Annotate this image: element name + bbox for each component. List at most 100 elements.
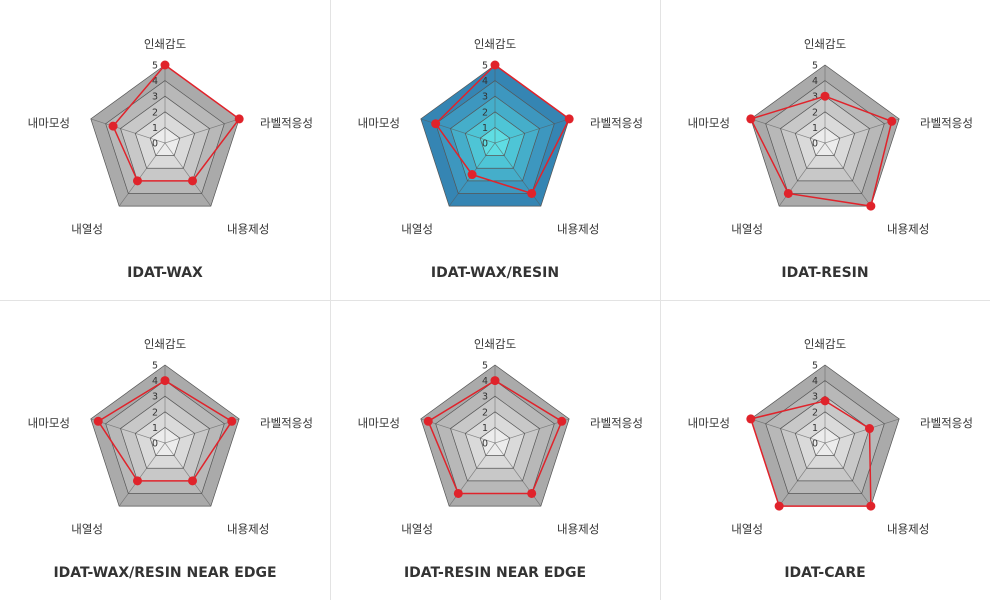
axis-label: 내열성	[401, 522, 433, 536]
axis-label: 인쇄감도	[474, 37, 516, 51]
data-point	[527, 488, 537, 498]
tick-label: 0	[812, 439, 818, 450]
tick-label: 5	[482, 61, 488, 72]
axis-label: 라벨적응성	[920, 416, 973, 430]
data-point	[527, 188, 537, 198]
tick-label: 2	[152, 107, 158, 118]
axis-label: 인쇄감도	[804, 37, 846, 51]
axis-label: 내열성	[71, 522, 103, 536]
axis-label: 인쇄감도	[804, 337, 846, 351]
grid-spoke	[164, 418, 240, 444]
axis-label: 내마모성	[28, 116, 70, 130]
tick-label: 4	[152, 76, 158, 87]
tick-label: 5	[152, 61, 158, 72]
tick-label: 4	[482, 376, 488, 387]
tick-label: 1	[482, 123, 488, 134]
axis-label: 내용제성	[557, 222, 599, 236]
data-point	[564, 114, 574, 124]
data-point	[423, 416, 433, 426]
tick-label: 5	[152, 361, 158, 372]
grid-spoke	[90, 418, 166, 444]
data-point	[467, 170, 477, 180]
data-point	[774, 501, 784, 511]
data-point	[866, 501, 876, 511]
tick-label: 3	[812, 392, 818, 403]
data-point	[160, 376, 170, 386]
data-point	[887, 116, 897, 126]
grid-spoke	[164, 142, 212, 207]
chart-title: IDAT-RESIN NEAR EDGE	[403, 565, 587, 581]
data-point	[160, 60, 170, 70]
data-point	[188, 176, 198, 186]
grid-spoke	[164, 442, 212, 507]
chart-title: IDAT-WAX	[127, 265, 203, 281]
row-separator	[0, 300, 990, 301]
axis-label: 라벨적응성	[260, 416, 313, 430]
tick-label: 2	[482, 107, 488, 118]
data-point	[557, 416, 567, 426]
axis-label: 내마모성	[688, 416, 730, 430]
radar-chart-cell: 0 1 2 3 4 5 인쇄감도 라벨적응성 내용제성 내열성 내마모성 IDAT-WAX	[0, 0, 330, 300]
tick-label: 1	[152, 423, 158, 434]
data-point	[490, 60, 500, 70]
data-point	[746, 114, 756, 124]
series-line	[434, 64, 571, 195]
grid-spoke	[824, 142, 872, 207]
data-point	[132, 176, 142, 186]
data-point	[783, 188, 793, 198]
grid-spoke	[824, 418, 900, 444]
radar-chart-cell: 0 1 2 3 4 5 인쇄감도 라벨적응성 내용제성 내열성 내마모성 IDAT-CARE	[660, 300, 990, 600]
data-point	[108, 121, 118, 131]
grid-spoke	[750, 418, 826, 444]
axis-label: 인쇄감도	[144, 337, 186, 351]
data-point	[490, 376, 500, 386]
series-line	[97, 379, 233, 482]
tick-label: 5	[482, 361, 488, 372]
tick-label: 3	[812, 92, 818, 103]
axis-label: 내용제성	[557, 522, 599, 536]
grid-spoke	[164, 118, 240, 144]
series-line	[427, 379, 563, 495]
radar-chart-cell: 0 1 2 3 4 5 인쇄감도 라벨적응성 내용제성 내열성 내마모성 IDAT-WAX/RESIN…	[0, 300, 330, 600]
grid-spoke	[824, 118, 900, 144]
data-point	[431, 119, 441, 129]
tick-label: 3	[152, 92, 158, 103]
axis-label: 라벨적응성	[260, 116, 313, 130]
data-point	[227, 416, 237, 426]
grid-spoke	[420, 418, 496, 444]
axis-label: 라벨적응성	[590, 416, 643, 430]
axis-label: 내용제성	[227, 522, 269, 536]
tick-label: 4	[152, 376, 158, 387]
tick-label: 3	[152, 392, 158, 403]
data-point	[188, 476, 198, 486]
tick-label: 4	[812, 376, 818, 387]
tick-label: 1	[482, 423, 488, 434]
axis-label: 내열성	[401, 222, 433, 236]
tick-label: 2	[152, 407, 158, 418]
axis-label: 내열성	[731, 222, 763, 236]
chart-title: IDAT-WAX/RESIN NEAR EDGE	[53, 565, 277, 581]
data-point	[820, 396, 830, 406]
tick-label: 2	[812, 107, 818, 118]
axis-label: 인쇄감도	[144, 37, 186, 51]
axis-label: 라벨적응성	[920, 116, 973, 130]
series-line	[112, 63, 241, 182]
axis-label: 내마모성	[358, 416, 400, 430]
data-point	[866, 201, 876, 211]
tick-label: 1	[812, 123, 818, 134]
tick-label: 2	[812, 407, 818, 418]
grid-spoke	[778, 442, 826, 507]
axis-label: 내열성	[71, 222, 103, 236]
tick-label: 4	[482, 76, 488, 87]
axis-label: 인쇄감도	[474, 337, 516, 351]
axis-label: 내용제성	[887, 522, 929, 536]
grid-spoke	[824, 442, 872, 507]
chart-title: IDAT-RESIN	[781, 265, 869, 281]
grid-spoke	[494, 418, 570, 444]
axis-label: 내마모성	[28, 416, 70, 430]
